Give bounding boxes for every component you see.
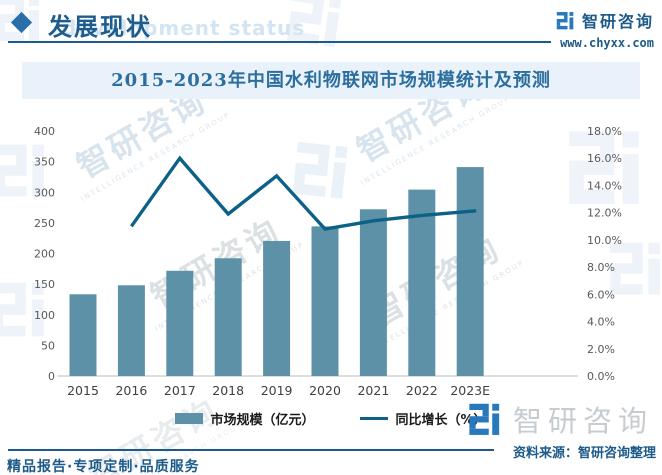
source-note: 资料来源：智研咨询整理 (512, 446, 656, 461)
svg-text:0.0%: 0.0% (587, 370, 615, 383)
svg-text:2019: 2019 (261, 383, 293, 398)
brand-name: 智研咨询 (581, 12, 654, 31)
footer-divider (8, 449, 494, 451)
svg-text:2021: 2021 (357, 383, 389, 398)
footer-tagline: 精品报告·专项定制·品质服务 (7, 459, 200, 475)
page-header: development status 发展现状 智研咨询 www.chyxx.c… (0, 0, 662, 50)
svg-text:2020: 2020 (309, 383, 341, 398)
svg-text:16.0%: 16.0% (587, 152, 622, 165)
svg-text:2.0%: 2.0% (587, 343, 615, 356)
brand-logo-icon (469, 403, 500, 435)
svg-text:300: 300 (34, 186, 55, 199)
header-watermark-text: development status (62, 16, 306, 40)
svg-text:18.0%: 18.0% (587, 125, 622, 138)
section-title: 发展现状 (48, 13, 152, 41)
svg-text:250: 250 (34, 217, 55, 230)
legend-line-swatch (360, 417, 389, 420)
brand-watermark-text: 智研咨询 (513, 404, 654, 438)
diamond-icon (10, 11, 33, 34)
svg-text:200: 200 (34, 248, 55, 261)
svg-text:14.0%: 14.0% (587, 179, 622, 192)
svg-text:2015: 2015 (67, 383, 99, 398)
svg-text:2023E: 2023E (450, 383, 490, 398)
svg-text:0: 0 (48, 370, 55, 383)
svg-text:8.0%: 8.0% (587, 261, 615, 274)
svg-text:400: 400 (34, 125, 55, 138)
svg-text:12.0%: 12.0% (587, 207, 622, 220)
chart-title: 2015-2023年中国水利物联网市场规模统计及预测 (22, 62, 640, 99)
svg-text:10.0%: 10.0% (587, 234, 622, 247)
svg-text:350: 350 (34, 156, 55, 169)
legend-bar-label: 市场规模（亿元） (210, 413, 315, 428)
svg-text:6.0%: 6.0% (587, 288, 615, 301)
brand-logo-icon (556, 11, 574, 29)
svg-text:2022: 2022 (406, 383, 438, 398)
svg-text:2017: 2017 (164, 383, 196, 398)
svg-text:150: 150 (34, 278, 55, 291)
svg-text:50: 50 (41, 339, 55, 352)
brand-block: 智研咨询 www.chyxx.com (556, 8, 654, 50)
svg-text:100: 100 (34, 309, 55, 322)
legend-item-market-size: 市场规模（亿元） (175, 409, 314, 428)
svg-text:4.0%: 4.0% (587, 316, 615, 329)
legend-bar-swatch (175, 413, 204, 424)
brand-website: www.chyxx.com (560, 36, 654, 50)
market-size-chart: 0 50 100 150 200 250 300 350 400 0.0% 2.0% 4.0% 6.0%… (34, 125, 622, 398)
header-divider (8, 41, 551, 43)
svg-text:2016: 2016 (115, 383, 147, 398)
brand-watermark-large: 智研咨询 (468, 398, 653, 440)
svg-text:2018: 2018 (212, 383, 244, 398)
